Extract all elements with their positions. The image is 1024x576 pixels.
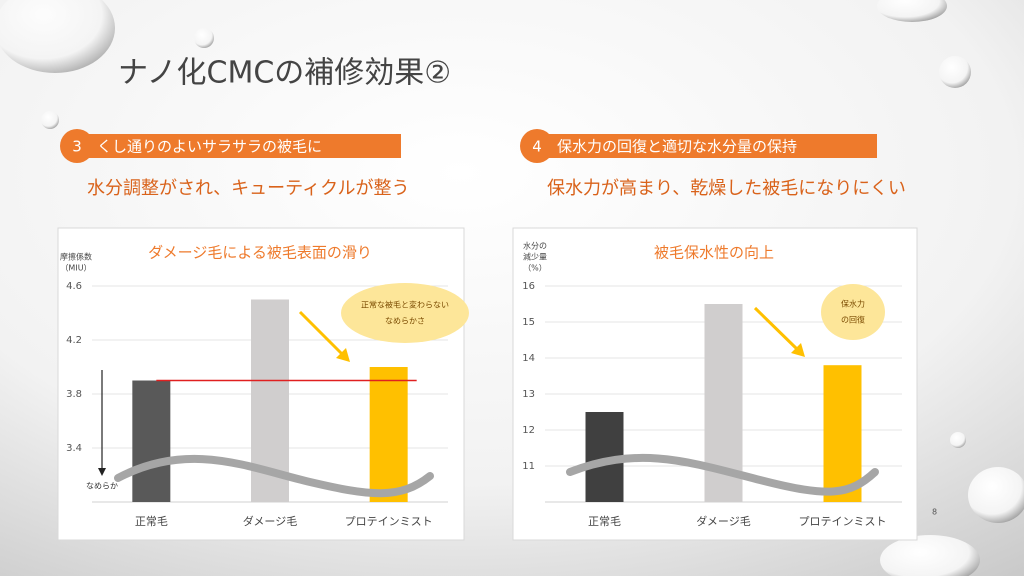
- y-tick-label: 11: [522, 461, 535, 472]
- slide-title: ナノ化CMCの補修効果②: [118, 56, 451, 91]
- y-tick-label: 15: [522, 317, 535, 328]
- highlight-arrow-head: [791, 343, 805, 357]
- chart-title: 被毛保水性の向上: [654, 244, 774, 262]
- bar: [823, 365, 862, 502]
- smooth-arrow-head: [98, 468, 106, 476]
- x-tick-label: ダメージ毛: [243, 514, 297, 528]
- section-number: 4: [532, 138, 542, 156]
- y-tick-label: 4.2: [66, 335, 82, 346]
- highlight-arrow-head: [336, 348, 350, 362]
- page-number: 8: [932, 508, 937, 517]
- x-tick-label: プロテインミスト: [799, 515, 887, 528]
- chart-title: ダメージ毛による被毛表面の滑り: [148, 244, 372, 262]
- y-axis-label: （%）: [523, 264, 547, 273]
- section-badge: [60, 129, 94, 163]
- x-tick-label: プロテインミスト: [345, 515, 433, 528]
- bar: [369, 367, 408, 502]
- annotation-bubble: [821, 284, 885, 340]
- y-axis-label: （MIU）: [60, 264, 91, 273]
- y-axis-label: 水分の: [523, 241, 547, 251]
- section-banner: [89, 134, 401, 158]
- annotation-text: 正常な被毛と変わらない: [361, 300, 449, 310]
- section-subheading: 保水力が高まり、乾燥した被毛になりにくい: [547, 178, 906, 199]
- y-tick-label: 13: [522, 389, 535, 400]
- annotation-text: 保水力: [841, 299, 865, 309]
- wave-decoration: [114, 454, 434, 498]
- annotation-text: なめらかさ: [385, 317, 425, 326]
- section-subheading: 水分調整がされ、キューティクルが整う: [87, 178, 410, 199]
- y-tick-label: 12: [522, 425, 535, 436]
- y-tick-label: 3.8: [66, 389, 82, 400]
- x-tick-label: ダメージ毛: [696, 514, 750, 528]
- x-tick-label: 正常毛: [588, 515, 621, 528]
- section-banner: [549, 134, 877, 158]
- y-axis-label: 摩擦係数: [60, 252, 92, 262]
- section-badge: [520, 129, 554, 163]
- section-heading: 保水力の回復と適切な水分量の保持: [557, 138, 797, 156]
- bar: [132, 380, 171, 502]
- y-tick-label: 14: [522, 353, 535, 364]
- y-tick-label: 3.4: [66, 443, 82, 454]
- wave-decoration: [566, 453, 879, 496]
- y-tick-label: 16: [522, 281, 535, 292]
- arrow-label: なめらか: [86, 482, 118, 491]
- section-number: 3: [72, 138, 82, 156]
- y-axis-label: 減少量: [523, 252, 547, 262]
- annotation-bubble: [341, 283, 469, 343]
- x-tick-label: 正常毛: [135, 515, 168, 528]
- highlight-arrow: [753, 306, 801, 353]
- section-heading: くし通りのよいサラサラの被毛に: [97, 138, 322, 156]
- annotation-text: の回復: [841, 315, 865, 325]
- highlight-arrow: [298, 310, 346, 358]
- y-tick-label: 4.6: [66, 281, 82, 292]
